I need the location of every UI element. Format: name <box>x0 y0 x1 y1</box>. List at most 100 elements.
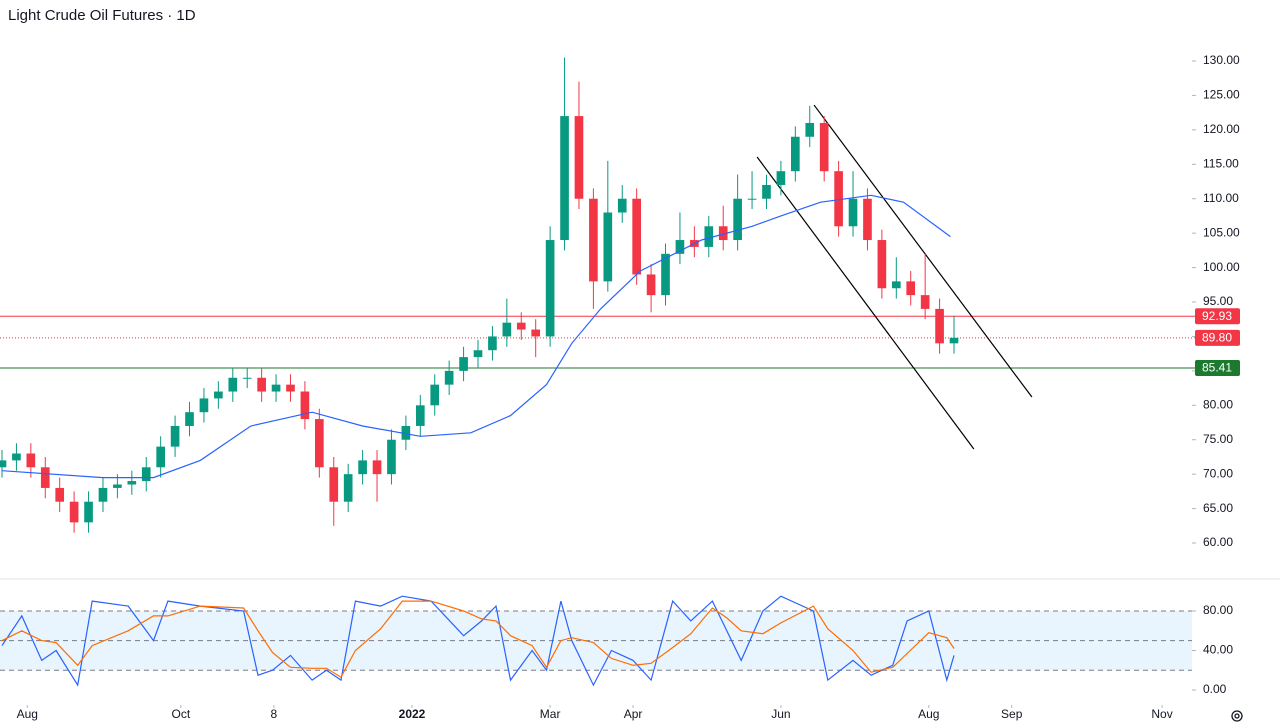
candle-body <box>113 484 122 488</box>
candle-body <box>762 184 771 199</box>
candle-body <box>891 281 901 289</box>
x-tick-label: Nov <box>1151 707 1172 721</box>
candle-body <box>574 116 584 199</box>
candle-body <box>343 474 353 502</box>
candle-body <box>848 198 858 227</box>
candle-body <box>387 439 396 475</box>
y-tick-label: 110.00 <box>1203 191 1239 205</box>
candle-body <box>372 460 382 475</box>
trend-line <box>756 156 975 450</box>
candle-body <box>444 370 454 385</box>
candle-body <box>791 136 800 172</box>
price-label: 85.41 <box>1202 361 1232 375</box>
candle-body <box>170 425 180 447</box>
candle-body <box>98 487 108 502</box>
candle-body <box>516 322 526 330</box>
candle-body <box>906 281 916 296</box>
candle-body <box>589 198 598 282</box>
y-tick-label: 115.00 <box>1203 156 1239 170</box>
x-tick-label: Oct <box>172 707 191 721</box>
candle-body <box>300 391 310 420</box>
candle-body <box>12 453 21 461</box>
price-label-box <box>1195 360 1240 377</box>
candle-body <box>242 377 252 379</box>
y-tick-label: 95.00 <box>1203 294 1233 308</box>
candle-body <box>661 253 670 296</box>
x-tick-label: Jun <box>771 707 790 721</box>
candle-body <box>733 198 742 241</box>
candle-body <box>877 240 887 289</box>
x-tick-label: 8 <box>271 707 278 721</box>
oscillator-y-tick-label: 40.00 <box>1203 643 1233 657</box>
candle-body <box>358 460 367 475</box>
candle-body <box>459 357 468 371</box>
candle-body <box>271 384 281 392</box>
oscillator-line <box>1 595 955 687</box>
candle-body <box>55 487 65 502</box>
y-tick-label: 65.00 <box>1203 501 1233 515</box>
candle-body <box>776 171 786 185</box>
x-tick-label: Aug <box>918 707 939 721</box>
candle-body <box>329 467 339 502</box>
price-label: 92.93 <box>1202 309 1232 323</box>
candle-body <box>531 329 541 337</box>
candle-body <box>315 419 324 468</box>
y-tick-label: 120.00 <box>1203 122 1240 136</box>
x-tick-label: Sep <box>1001 707 1023 721</box>
candle-body <box>675 240 685 254</box>
candle-body <box>805 122 815 137</box>
candle-body <box>84 501 93 523</box>
price-label-box <box>1195 308 1240 325</box>
candle-body <box>401 425 411 440</box>
candle-body <box>935 308 944 344</box>
x-tick-label: 2022 <box>399 707 426 721</box>
y-tick-label: 60.00 <box>1203 535 1233 549</box>
candle-body <box>127 481 137 485</box>
plot-layer: 60.0065.0070.0075.0080.0085.0090.0095.00… <box>0 53 1240 721</box>
candle-body <box>69 501 79 523</box>
y-tick-label: 125.00 <box>1203 88 1240 102</box>
oscillator-line <box>1 600 955 679</box>
candle-body <box>863 198 872 241</box>
candle-body <box>199 398 209 413</box>
candle-body <box>488 336 497 351</box>
candle-body <box>718 226 728 241</box>
price-label: 89.80 <box>1202 330 1232 344</box>
candle-body <box>819 122 829 172</box>
y-tick-label: 100.00 <box>1203 260 1240 274</box>
x-tick-label: Aug <box>17 707 38 721</box>
candle-body <box>40 467 50 488</box>
x-tick-label: Mar <box>540 707 561 721</box>
candle-body <box>473 350 483 358</box>
settings-icon[interactable] <box>1231 710 1243 722</box>
candle-body <box>617 198 627 213</box>
candle-body <box>26 453 36 468</box>
oscillator-y-tick-label: 80.00 <box>1203 603 1233 617</box>
candle-body <box>834 171 843 227</box>
y-tick-label: 70.00 <box>1203 466 1233 480</box>
candle-body <box>185 412 194 426</box>
trend-line <box>813 104 1033 398</box>
y-tick-label: 105.00 <box>1203 225 1240 239</box>
oscillator-y-tick-label: 0.00 <box>1203 682 1227 696</box>
candle-body <box>430 384 440 406</box>
candle-body <box>545 240 555 337</box>
y-tick-label: 130.00 <box>1203 53 1240 67</box>
candle-body <box>415 405 425 426</box>
candle-body <box>920 295 930 309</box>
chart-title: Light Crude Oil Futures · 1D <box>8 7 196 24</box>
candle-body <box>646 274 656 296</box>
candle-body <box>141 467 151 482</box>
candle-body <box>228 377 238 392</box>
candle-body <box>502 322 512 337</box>
candle-body <box>747 198 757 200</box>
price-label-box <box>1195 329 1240 346</box>
candle-body <box>257 377 266 392</box>
candle-body <box>156 446 165 468</box>
moving-average <box>1 194 951 479</box>
candle-body <box>603 212 613 282</box>
candle-body <box>704 226 714 247</box>
candle-body <box>632 198 641 275</box>
candle-body <box>560 116 569 241</box>
